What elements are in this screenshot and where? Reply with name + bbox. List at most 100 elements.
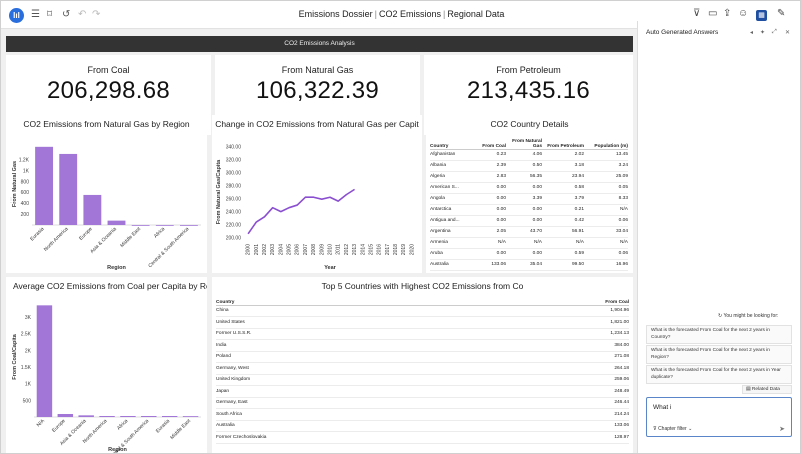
y-tick-label: 2K — [25, 348, 32, 354]
table-cell: South Africa — [216, 408, 497, 421]
x-tick-label: Middle East — [119, 226, 142, 249]
column-header[interactable]: Country — [430, 135, 476, 150]
table-row[interactable]: American S... 0.00 0.00 0.58 0.05 — [430, 182, 628, 194]
y-tick-label: 800 — [21, 179, 30, 185]
column-header[interactable]: From Coal — [476, 135, 506, 150]
x-tick-label: 2006 — [295, 244, 301, 255]
table-row[interactable]: Germany, West 264.18 — [216, 362, 629, 375]
pin-icon[interactable]: ✦ — [760, 30, 766, 36]
table-cell: 0.00 — [476, 248, 506, 260]
close-icon[interactable]: ✕ — [785, 30, 791, 36]
table-cell: Armenia — [430, 237, 476, 249]
table-row[interactable]: United Kingdom 259.06 — [216, 374, 629, 386]
table-row[interactable]: Algeria 2.83 56.35 23.94 25.09 — [430, 171, 628, 183]
table-row[interactable]: Aruba 0.00 0.00 0.59 0.06 — [430, 248, 628, 260]
table-row[interactable]: Poland 271.08 — [216, 351, 629, 363]
table-row[interactable]: Albania 2.39 0.50 3.18 3.24 — [430, 160, 628, 172]
table-row[interactable]: Australia 133.06 35.04 99.50 16.96 — [430, 259, 628, 271]
table-row[interactable]: Former U.S.S.R. 1,234.13 — [216, 328, 629, 340]
x-tick-label: 2012 — [344, 244, 350, 255]
column-header[interactable]: From Petroleum — [542, 135, 584, 150]
table-cell: 13.45 — [584, 149, 628, 161]
chapter-name[interactable]: CO2 Emissions — [378, 9, 441, 19]
table-row[interactable]: Armenia N/A N/A N/A N/A — [430, 237, 628, 249]
table-cell: United States — [216, 316, 497, 329]
table-cell: 4.06 — [506, 149, 542, 161]
table-row[interactable]: Antigua and... 0.00 0.00 0.42 0.06 — [430, 215, 628, 227]
y-tick-label: 280.00 — [226, 183, 242, 189]
panel-gas-per-capita[interactable]: Change in CO2 Emissions from Natural Gas… — [212, 115, 422, 273]
user-icon[interactable]: ☺ — [738, 8, 749, 19]
table-row[interactable]: United States 1,821.00 — [216, 316, 629, 329]
x-tick-label: 2008 — [311, 244, 317, 255]
table-row[interactable]: Afghanistan 0.23 4.06 2.02 13.45 — [430, 149, 628, 161]
comments-icon[interactable]: ▭ — [708, 8, 718, 19]
question-input[interactable]: What i ⊽ Chapter filter ⌄ ➤ — [646, 397, 792, 437]
panel-title: Change in CO2 Emissions from Natural Gas… — [215, 119, 419, 129]
app-logo-icon[interactable]: lıl — [9, 8, 24, 23]
panel-country-details[interactable]: CO2 Country Details Country From Coal Fr… — [426, 115, 633, 273]
table-cell: Antarctica — [430, 204, 476, 216]
table-row[interactable]: Former Czechoslovakia 128.97 — [216, 431, 629, 444]
column-header[interactable]: Population (m) — [584, 135, 628, 150]
table-cell: China — [216, 305, 497, 317]
chapter-filter-dropdown[interactable]: ⊽ Chapter filter ⌄ — [653, 426, 693, 432]
table-cell: 0.50 — [506, 160, 542, 172]
x-tick-label: 2009 — [319, 244, 325, 255]
series-line — [247, 188, 356, 235]
y-tick-label: 2.5K — [21, 332, 32, 338]
y-axis-label: From Coal/Capita — [12, 333, 18, 379]
bar — [182, 416, 199, 417]
bar — [131, 225, 150, 226]
filter-icon[interactable]: ⊽ — [693, 8, 701, 19]
x-tick-label: Eurasia — [155, 418, 171, 434]
redo-icon[interactable]: ↷ — [92, 9, 101, 20]
question-input-text[interactable]: What i — [653, 404, 672, 411]
suggested-question[interactable]: What is the forecasted From Coal for the… — [646, 325, 792, 344]
x-tick-label: 2017 — [385, 244, 391, 255]
table-header-row: Country From Coal — [216, 295, 629, 306]
undo-icon[interactable]: ↶ — [78, 9, 87, 20]
table-cell: 246.44 — [496, 397, 629, 409]
column-header[interactable]: From Natural Gas — [506, 135, 542, 150]
x-tick-label: Middle East — [169, 418, 192, 441]
column-header[interactable]: Country — [216, 295, 497, 306]
edit-icon[interactable]: ✎ — [777, 8, 786, 19]
share-icon[interactable]: ⇪ — [723, 8, 732, 19]
table-cell: 0.00 — [506, 204, 542, 216]
kpi-value: 106,322.39 — [255, 77, 380, 104]
reset-icon[interactable]: ↺ — [62, 9, 71, 20]
refresh-icon[interactable]: ↻ — [718, 313, 723, 319]
send-icon[interactable]: ➤ — [779, 426, 785, 433]
table-row[interactable]: Australia 133.06 — [216, 420, 629, 432]
drag-handle-icon[interactable]: ⋮ — [8, 198, 14, 204]
table-cell: N/A — [476, 237, 506, 249]
panel-top5-coal[interactable]: Top 5 Countries with Highest CO2 Emissio… — [212, 277, 633, 453]
table-row[interactable]: Japan 248.49 — [216, 385, 629, 398]
auto-answers-icon[interactable]: ▦ — [756, 10, 767, 21]
database-icon: ▤ — [746, 387, 751, 392]
table-cell: Former Czechoslovakia — [216, 431, 497, 444]
expand-icon[interactable]: ⤢ — [772, 29, 777, 35]
panel-gas-by-region[interactable]: CO2 Emissions from Natural Gas by Region… — [6, 115, 207, 273]
table-row[interactable]: China 1,904.96 — [216, 305, 629, 317]
bar — [57, 414, 74, 417]
table-row[interactable]: South Africa 214.24 — [216, 408, 629, 421]
collapse-icon[interactable]: ◂ — [750, 30, 754, 36]
table-row[interactable]: Angola 0.00 3.39 3.79 8.33 — [430, 193, 628, 205]
table-row[interactable]: Antarctica 0.00 0.00 0.21 N/A — [430, 204, 628, 216]
table-row[interactable]: Argentina 2.05 43.70 56.91 33.04 — [430, 226, 628, 238]
table-row[interactable]: India 384.00 — [216, 339, 629, 352]
x-tick-label: 2005 — [287, 244, 293, 255]
table-row[interactable]: Germany, East 246.44 — [216, 397, 629, 409]
column-header[interactable]: From Coal — [496, 295, 629, 306]
suggested-question[interactable]: What is the forecasted From Coal for the… — [646, 345, 792, 364]
panel-coal-per-capita[interactable]: Average CO2 Emissions from Coal per Capi… — [6, 277, 207, 453]
bookmark-icon[interactable]: ⌑ — [47, 9, 53, 20]
related-data-button[interactable]: ▤ Related Data — [742, 385, 792, 394]
table-of-contents-icon[interactable]: ☰ — [31, 9, 40, 20]
page-name[interactable]: Regional Data — [447, 9, 505, 19]
suggested-question[interactable]: What is the forecasted From Coal for the… — [646, 365, 792, 384]
x-axis-label: Region — [107, 265, 126, 271]
country-details-table: Country From Coal From Natural Gas From … — [430, 135, 628, 271]
